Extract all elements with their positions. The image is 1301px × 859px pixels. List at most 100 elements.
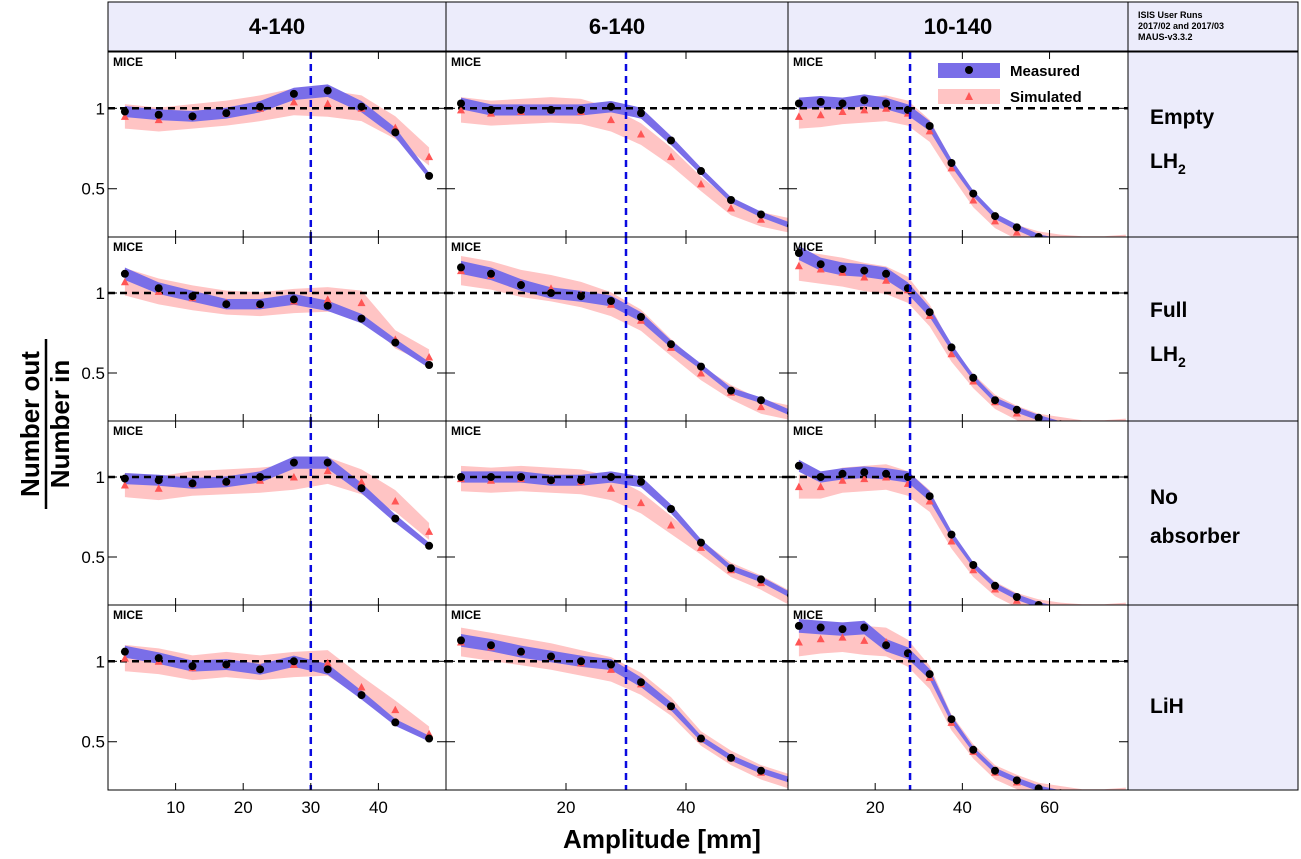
simulated-band <box>798 622 1126 790</box>
simulated-point <box>1078 239 1086 247</box>
measured-point <box>860 623 869 632</box>
measured-point <box>667 702 675 711</box>
measured-point <box>547 652 555 661</box>
measured-point <box>457 473 465 481</box>
simulated-point <box>816 110 825 119</box>
measured-point <box>289 458 298 467</box>
measured-point <box>794 461 803 470</box>
simulated-band <box>798 95 1126 237</box>
measured-point <box>222 660 231 669</box>
measured-point <box>757 396 765 405</box>
simulated-point <box>637 498 645 507</box>
simulated-point <box>154 115 163 124</box>
measured-point <box>323 86 332 95</box>
measured-point <box>188 662 197 671</box>
x-tick-label: 10 <box>166 798 185 817</box>
measured-point <box>667 505 675 513</box>
note-line-2: 2017/02 and 2017/03 <box>1138 21 1224 31</box>
measured-point <box>357 691 366 700</box>
y-tick-label: 1 <box>96 652 105 671</box>
simulated-point <box>1078 607 1086 615</box>
measured-point <box>289 657 298 666</box>
mice-label: MICE <box>451 240 481 254</box>
panel-plot-area <box>446 52 788 237</box>
column-title-4-140: 4-140 <box>249 14 305 39</box>
measured-point <box>457 636 465 645</box>
measured-point <box>757 575 765 584</box>
y-axis-title: Number out Number in <box>15 339 75 509</box>
panel-4-140-no-absorber: 0.5 1 MICE <box>81 420 447 606</box>
y-tick-label: 1 <box>96 468 105 487</box>
panel-plot-area <box>788 237 1128 431</box>
simulated-point <box>1100 607 1108 615</box>
measured-point <box>816 473 825 481</box>
panel-frame <box>787 420 1129 606</box>
row-label-bg-3 <box>1127 420 1299 606</box>
simulated-point <box>1078 423 1086 431</box>
legend-simulated-marker <box>965 92 973 100</box>
measured-point <box>667 340 675 349</box>
measured-band <box>124 645 430 742</box>
measured-point <box>289 89 298 98</box>
note-line-3: MAUS-v3.3.2 <box>1138 32 1193 42</box>
simulated-point <box>697 179 705 188</box>
simulated-point <box>425 527 434 535</box>
measured-point <box>547 289 555 297</box>
measured-point <box>969 561 978 569</box>
measured-point <box>1012 223 1021 232</box>
simulated-point <box>1056 606 1064 614</box>
measured-point <box>1012 593 1021 601</box>
legend-measured-label: Measured <box>1010 63 1080 80</box>
y-tick-label: 1 <box>96 284 105 303</box>
measured-point <box>607 297 615 305</box>
simulated-point <box>816 482 825 491</box>
measured-point <box>323 301 332 310</box>
measured-point <box>391 128 400 137</box>
simulated-band <box>461 256 788 420</box>
y-axis-denominator: Number in <box>45 360 75 489</box>
measured-point <box>1034 233 1043 237</box>
simulated-point <box>667 152 675 161</box>
simulated-point <box>947 537 956 545</box>
panel-6-140-lih: 20 40 MICE <box>445 604 789 817</box>
measured-point <box>391 514 400 523</box>
simulated-point <box>969 565 978 574</box>
simulated-point <box>391 497 400 505</box>
mice-label: MICE <box>451 608 481 622</box>
x-tick-label: 40 <box>677 798 696 817</box>
measured-point <box>1100 609 1108 617</box>
measured-point <box>222 477 231 486</box>
measured-point <box>577 657 585 666</box>
measured-point <box>517 281 525 289</box>
measured-point <box>154 654 163 663</box>
panel-6-140-empty-lh2: MICE <box>445 51 789 238</box>
simulated-point <box>697 543 705 551</box>
panel-frame <box>107 236 447 422</box>
measured-point <box>925 492 934 501</box>
legend-simulated-label: Simulated <box>1010 89 1082 106</box>
measured-point <box>547 105 555 114</box>
measured-point <box>357 484 366 493</box>
measured-point <box>991 212 1000 221</box>
measured-point <box>357 314 366 323</box>
measured-point <box>991 581 1000 590</box>
panel-frame <box>107 51 447 238</box>
measured-point <box>457 263 465 272</box>
measured-point <box>794 99 803 108</box>
simulated-point <box>1100 423 1108 431</box>
x-tick-label: 20 <box>866 798 885 817</box>
panel-10-140-empty-lh2: MICE <box>787 51 1129 247</box>
measured-point <box>256 665 265 674</box>
y-tick-label: 0.5 <box>81 548 105 567</box>
measured-point <box>425 171 434 180</box>
panel-plot-area <box>788 421 1128 617</box>
measured-point <box>1056 606 1064 614</box>
measured-point <box>577 476 585 485</box>
simulated-point <box>607 665 615 673</box>
measured-point <box>391 718 400 727</box>
mice-label: MICE <box>451 55 481 69</box>
measured-point <box>838 625 847 634</box>
measured-point <box>860 266 869 275</box>
x-tick-label: 30 <box>301 798 320 817</box>
